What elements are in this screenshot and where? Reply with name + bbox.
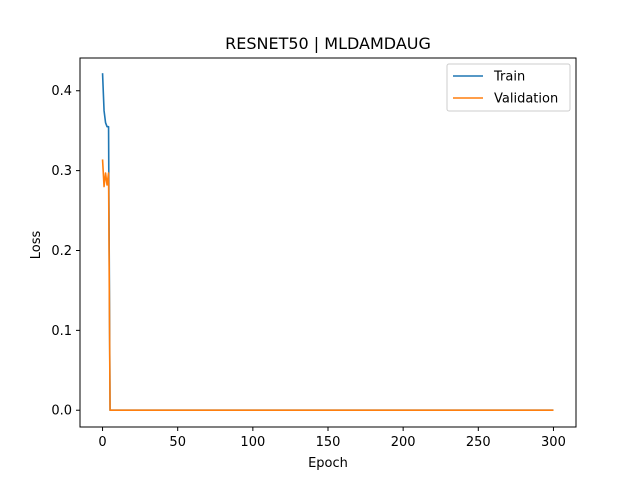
legend-label-validation: Validation xyxy=(494,92,558,107)
x-tick-label: 100 xyxy=(240,435,265,450)
x-tick-label: 200 xyxy=(391,435,416,450)
legend-label-train: Train xyxy=(493,70,525,85)
y-axis: 0.0 0.1 0.2 0.3 0.4 xyxy=(51,84,80,419)
legend: Train Validation xyxy=(446,63,571,112)
series-layer xyxy=(101,73,554,412)
x-tick-label: 250 xyxy=(466,435,491,450)
x-tick-label: 50 xyxy=(169,435,186,450)
y-tick-label: 0.1 xyxy=(51,324,72,339)
x-tick-label: 150 xyxy=(316,435,341,450)
series-line-train xyxy=(101,73,554,412)
y-axis-label: Loss xyxy=(29,231,44,260)
y-tick-label: 0.4 xyxy=(51,84,72,99)
plot-frame xyxy=(79,57,577,428)
x-tick-label: 300 xyxy=(541,435,566,450)
x-tick-label: 0 xyxy=(98,435,106,450)
series-line-validation xyxy=(101,159,554,412)
y-tick-label: 0.2 xyxy=(51,244,72,259)
x-axis-label: Epoch xyxy=(308,456,348,471)
y-tick-label: 0.3 xyxy=(51,164,72,179)
chart-title: RESNET50 | MLDAMDAUG xyxy=(225,34,431,53)
x-axis: 0 50 100 150 200 250 300 xyxy=(98,427,566,450)
y-tick-label: 0.0 xyxy=(51,404,72,419)
plot-area xyxy=(79,57,577,428)
